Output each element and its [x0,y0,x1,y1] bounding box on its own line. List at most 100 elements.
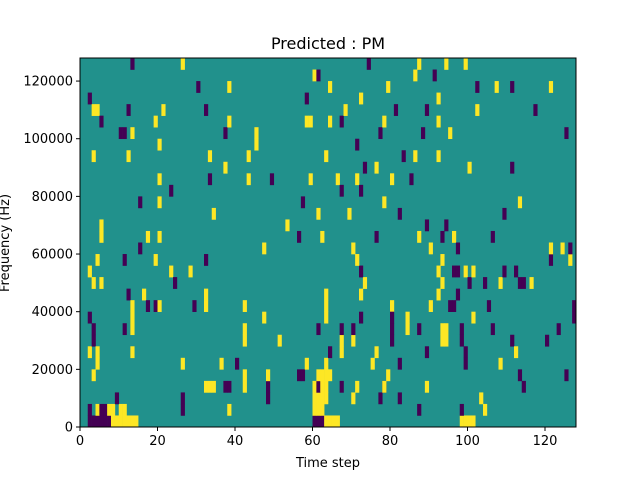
heatmap-cell [204,288,209,301]
x-axis-label: Time step [295,456,360,471]
heatmap-cell [572,300,577,312]
heatmap-cell [436,288,441,301]
heatmap-cell [142,288,147,301]
heatmap-cell [204,104,209,116]
heatmap-cell [463,415,468,428]
heatmap-cell [436,265,441,278]
heatmap-cell [397,357,402,370]
heatmap-cell [312,69,317,82]
heatmap-cell [103,403,108,416]
heatmap-cell [335,173,340,186]
heatmap-cell [382,115,387,128]
heatmap-cell [130,300,135,312]
heatmap-cell [87,265,92,278]
heatmap-cell [328,369,333,382]
heatmap-cell [153,115,158,128]
heatmap-cell [91,323,96,336]
heatmap-cell [207,150,213,163]
heatmap-cell [95,104,100,116]
heatmap-cell [180,403,185,416]
heatmap-cell [444,334,449,347]
heatmap-cell [463,58,468,70]
y-tick-label: 0 [65,421,73,436]
heatmap-cell [157,230,162,243]
heatmap-cell [386,369,391,382]
heatmap-cell [87,346,92,359]
heatmap-cell [111,415,116,428]
y-axis-label: Frequency (Hz) [0,194,13,292]
heatmap-cell [266,392,271,405]
heatmap-cell [157,173,162,186]
heatmap-cell [374,346,379,359]
heatmap-cell [223,380,228,393]
heatmap-cell [316,207,321,220]
heatmap-cell [514,265,519,278]
heatmap-cell [99,403,104,416]
heatmap-cell [486,300,492,312]
heatmap-cell [324,150,329,163]
heatmap-cell [126,104,131,116]
heatmap-cell [424,219,430,232]
heatmap-cell [157,196,162,209]
x-tick-label: 100 [455,434,480,449]
heatmap-cell [308,115,313,128]
heatmap-cell [386,81,391,93]
heatmap-cell [440,230,445,243]
heatmap-cell [207,173,213,186]
heatmap-cell [328,81,333,93]
heatmap-cell [463,265,468,278]
heatmap-cell [328,115,333,128]
chart-title: Predicted : PM [271,34,385,53]
heatmap-cell [99,219,104,232]
heatmap-cell [87,311,92,324]
heatmap-cell [393,104,399,116]
heatmap-cell [440,254,445,266]
heatmap-cell [436,150,441,163]
heatmap-cell [448,300,453,312]
heatmap-cell [145,230,151,243]
heatmap-cell [324,300,329,312]
heatmap-cell [428,242,433,255]
heatmap-cell [417,230,422,243]
heatmap-cell [242,380,247,393]
heatmap-cell [355,173,360,186]
heatmap-cell [359,184,364,197]
heatmap-cell [339,380,344,393]
heatmap-cell [91,150,96,163]
heatmap-cell [502,207,507,220]
heatmap-cell [471,415,476,428]
heatmap-cell [444,323,449,336]
heatmap-cell [266,369,271,382]
heatmap-cell [390,173,395,186]
heatmap-cell [242,323,247,336]
heatmap-cell [320,230,325,243]
heatmap-cell [316,415,321,428]
heatmap-cell [428,300,433,312]
heatmap-cell [401,150,406,163]
heatmap-cell [204,254,209,266]
heatmap-cell [227,403,232,416]
heatmap-cell [138,242,143,255]
heatmap-cell [130,58,135,70]
heatmap-cell [436,115,441,128]
heatmap-cell [510,334,515,347]
heatmap-cell [359,92,364,105]
heatmap-cell [304,92,309,105]
heatmap-cell [95,415,100,428]
heatmap-cell [498,357,503,370]
heatmap-cell [343,104,348,116]
heatmap-cell [517,196,523,209]
heatmap-cell [130,346,135,359]
heatmap-cell [180,357,185,370]
heatmap-cell [161,104,166,116]
heatmap-cell [351,334,356,347]
y-tick-label: 120000 [23,75,73,90]
x-tick-label: 20 [149,434,166,449]
heatmap-cell [227,380,232,393]
heatmap-cell [351,392,356,405]
heatmap-cell [463,357,468,370]
heatmap-cell [95,357,100,370]
heatmap-cell [316,69,321,82]
heatmap-cell [355,380,360,393]
